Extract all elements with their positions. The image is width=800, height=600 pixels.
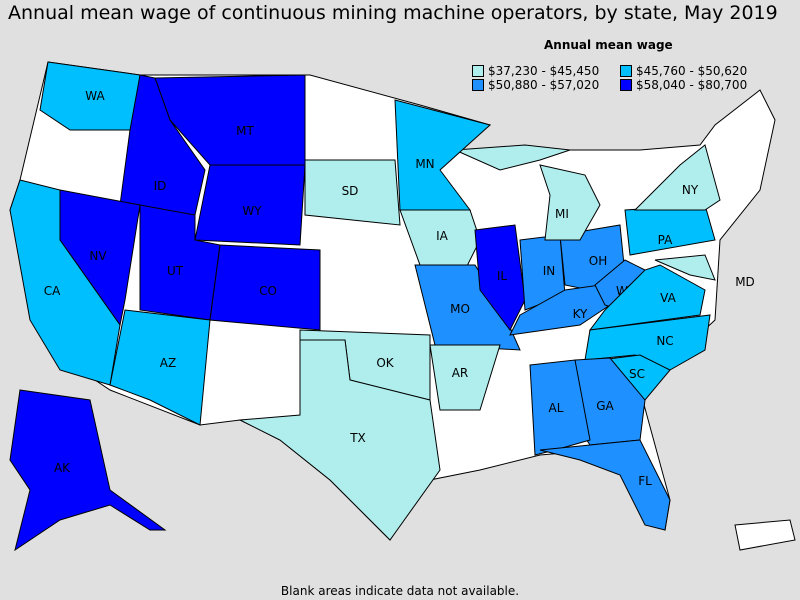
state-label: MN <box>415 157 434 171</box>
state-label: AR <box>452 366 469 380</box>
state-wa <box>39 61 141 131</box>
state-label: AL <box>549 401 564 415</box>
state-label: MI <box>555 207 569 221</box>
state-label: VA <box>660 291 676 305</box>
state-label: OK <box>376 356 394 370</box>
state-label: GA <box>596 399 614 413</box>
state-label: ID <box>154 179 167 193</box>
legend-title: Annual mean wage <box>544 38 673 52</box>
legend-label: $58,040 - $80,700 <box>636 78 748 92</box>
state-wy <box>194 164 306 246</box>
state-label: SD <box>342 184 359 198</box>
legend-item: $58,040 - $80,700 <box>620 78 747 92</box>
state-id <box>119 74 206 216</box>
state-label: OH <box>589 254 607 268</box>
state-tx <box>238 339 441 541</box>
state-il <box>474 224 526 331</box>
state-label: CA <box>44 284 61 298</box>
state-az <box>109 309 211 426</box>
legend-label: $45,760 - $50,620 <box>636 64 748 78</box>
state-label: MO <box>450 302 470 316</box>
legend-swatch <box>620 65 632 77</box>
state-label: IA <box>436 229 449 243</box>
state-label: NY <box>682 183 699 197</box>
legend-swatch <box>620 79 632 91</box>
legend-swatch <box>472 79 484 91</box>
state-ia <box>399 209 481 271</box>
state-ny <box>633 144 721 211</box>
state-co <box>209 244 321 331</box>
state-label: MT <box>236 124 254 138</box>
state-label: IN <box>543 264 556 278</box>
state-al <box>529 359 591 456</box>
state-fl <box>539 439 671 531</box>
state-label: TX <box>349 431 366 445</box>
state-label: IL <box>497 269 508 283</box>
legend-label: $50,880 - $57,020 <box>488 78 600 92</box>
state-label: AK <box>54 461 71 475</box>
state-label: UT <box>167 264 184 278</box>
state-mn <box>394 99 492 211</box>
state-mi <box>539 164 601 241</box>
state-label: PA <box>658 233 673 247</box>
legend-label: $37,230 - $45,450 <box>488 64 600 78</box>
state-label: NC <box>656 334 673 348</box>
state-label: SC <box>629 367 645 381</box>
state-label: NV <box>89 249 107 263</box>
state-ar <box>429 344 501 411</box>
state-label: MD <box>735 275 755 289</box>
state-label: KY <box>573 307 588 321</box>
state-label: CO <box>259 284 277 298</box>
legend-item: $50,880 - $57,020 <box>472 78 599 92</box>
legend-swatch <box>472 65 484 77</box>
map-title: Annual mean wage of continuous mining ma… <box>8 2 778 24</box>
legend-item: $45,760 - $50,620 <box>620 64 747 78</box>
legend-item: $37,230 - $45,450 <box>472 64 599 78</box>
state-label: WY <box>242 204 262 218</box>
state-label: WA <box>85 89 105 103</box>
state-label: AZ <box>160 356 176 370</box>
puerto-rico <box>734 519 796 551</box>
state-ak <box>9 389 167 552</box>
state-sd <box>304 159 401 226</box>
state-label: FL <box>638 474 652 488</box>
state-md <box>654 254 716 281</box>
footnote: Blank areas indicate data not available. <box>280 584 520 598</box>
state-mi-upper <box>454 144 571 171</box>
